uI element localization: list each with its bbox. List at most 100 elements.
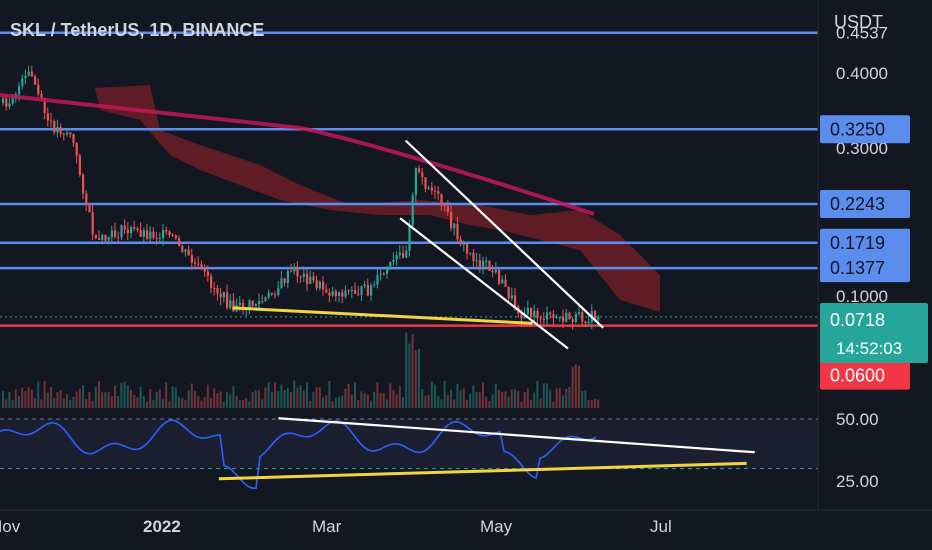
volume-bar bbox=[376, 382, 379, 408]
candle-body bbox=[114, 230, 117, 237]
volume-bar bbox=[453, 399, 456, 408]
volume-bar bbox=[219, 391, 222, 408]
volume-bar bbox=[594, 398, 596, 408]
moving-average bbox=[0, 93, 595, 216]
volume-bar bbox=[411, 334, 414, 408]
candle-body bbox=[2, 98, 5, 103]
volume-bar bbox=[130, 389, 132, 408]
candle-body bbox=[469, 252, 472, 254]
candle-body bbox=[299, 276, 302, 278]
volume-bar bbox=[139, 386, 142, 408]
candle-body bbox=[318, 281, 321, 289]
volume-bar bbox=[277, 391, 280, 408]
candle-body bbox=[558, 316, 561, 318]
candle-body bbox=[565, 312, 568, 322]
volume-bar bbox=[498, 390, 500, 408]
candle-body bbox=[24, 75, 27, 79]
price-tick-label: 0.1000 bbox=[836, 287, 888, 306]
candle-body bbox=[85, 193, 88, 205]
volume-bar bbox=[491, 394, 494, 408]
volume-bar bbox=[331, 401, 334, 408]
candle-body bbox=[261, 300, 264, 302]
candle-body bbox=[56, 126, 59, 133]
volume-bar bbox=[459, 390, 462, 408]
volume-bar bbox=[542, 383, 545, 408]
volume-bar bbox=[126, 385, 129, 408]
volume-bar bbox=[430, 381, 433, 408]
candle-body bbox=[126, 229, 129, 234]
candle-body bbox=[142, 230, 145, 237]
volume-bar bbox=[379, 393, 382, 408]
candle-body bbox=[222, 292, 225, 298]
candle-body bbox=[107, 237, 110, 241]
candle-body bbox=[350, 289, 353, 291]
candle-body bbox=[66, 132, 69, 135]
candle-body bbox=[293, 267, 296, 272]
price-axis: 0.4537 0.4000 0.3000 0.1000 50.00 25.00 bbox=[817, 0, 888, 510]
volume-bar bbox=[203, 396, 206, 408]
candle-body bbox=[11, 97, 14, 104]
chart-title: SKL / TetherUS, 1D, BINANCE bbox=[10, 20, 265, 40]
candle-body bbox=[232, 300, 235, 312]
candle-body bbox=[270, 292, 273, 295]
horizontal-levels[interactable] bbox=[0, 31, 818, 327]
volume-bar bbox=[536, 380, 539, 408]
volume-bar bbox=[110, 396, 113, 408]
candle-body bbox=[552, 314, 555, 319]
volume-bar bbox=[325, 395, 328, 408]
volume-bar bbox=[482, 382, 484, 408]
volume-bar bbox=[283, 390, 286, 408]
volume-bar bbox=[56, 392, 59, 408]
candle-body bbox=[322, 281, 325, 290]
candle-body bbox=[421, 172, 424, 178]
rsi-tick-label: 25.00 bbox=[836, 472, 879, 491]
volume-bar bbox=[552, 401, 555, 408]
time-axis: Nov 2022 Mar May Jul bbox=[0, 509, 932, 536]
trendlines[interactable] bbox=[218, 139, 755, 481]
candle-body bbox=[533, 310, 536, 318]
volume-bar bbox=[40, 399, 43, 408]
volume-bar bbox=[53, 398, 56, 408]
volume-bar bbox=[395, 394, 398, 408]
volume-bar bbox=[226, 392, 228, 408]
candle-body bbox=[526, 308, 529, 315]
volume-bar bbox=[328, 380, 331, 408]
volume-bar bbox=[293, 380, 296, 408]
candle-body bbox=[536, 310, 539, 318]
volume-bar bbox=[197, 395, 200, 408]
time-tick-label: May bbox=[480, 517, 513, 536]
candle-body bbox=[456, 223, 459, 240]
candle-body bbox=[184, 249, 187, 253]
volume-bar bbox=[187, 390, 190, 408]
candle-body bbox=[248, 300, 251, 308]
volume-bar bbox=[258, 390, 260, 408]
candle-body bbox=[386, 268, 389, 274]
volume-bar bbox=[248, 401, 251, 408]
volume-bar bbox=[168, 401, 171, 408]
volume-bar bbox=[123, 381, 126, 408]
level-badge bbox=[820, 254, 910, 283]
candle-body bbox=[46, 113, 49, 121]
volume-bar bbox=[78, 388, 81, 408]
candle-body bbox=[120, 225, 123, 238]
candle-body bbox=[562, 316, 565, 322]
volume-bar bbox=[405, 332, 408, 408]
volume-bar bbox=[296, 387, 299, 408]
volume-bar bbox=[37, 381, 40, 408]
volume-bar bbox=[267, 382, 270, 408]
volume-bar bbox=[312, 391, 315, 408]
candle-body bbox=[331, 291, 334, 296]
candle-body bbox=[475, 260, 478, 262]
candle-body bbox=[296, 267, 299, 277]
candle-body bbox=[315, 280, 318, 289]
volume-bar bbox=[494, 384, 497, 408]
level-badge-label: 0.2243 bbox=[830, 194, 885, 214]
volume-bar bbox=[574, 364, 577, 408]
volume-bar bbox=[514, 389, 516, 408]
volume-bar bbox=[59, 389, 62, 408]
volume-bar bbox=[280, 384, 283, 408]
volume-bar bbox=[171, 386, 174, 408]
volume-bar bbox=[344, 388, 347, 408]
candle-body bbox=[507, 286, 510, 299]
